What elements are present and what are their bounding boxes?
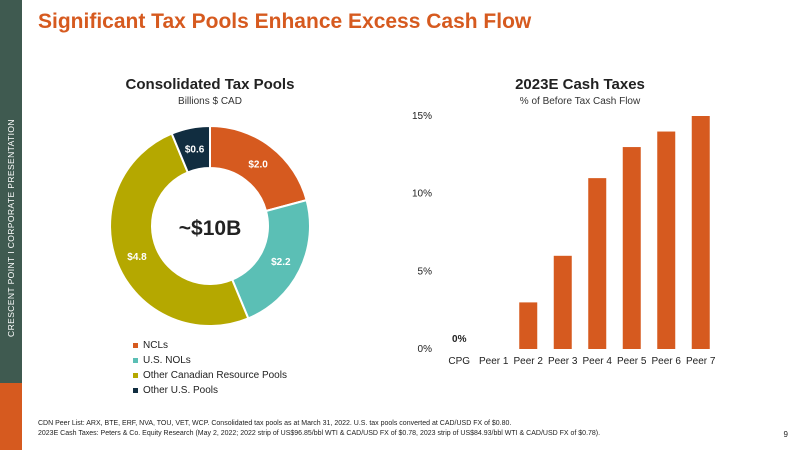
sidebar-text: CRESCENT POINT I CORPORATE PRESENTATION: [6, 119, 16, 337]
bar-peer-2: [519, 302, 538, 349]
donut-slice-other-canadian-resource-pools: [109, 132, 250, 327]
bar-chart: 0% 5% 10% 15% CPG Peer 1 Peer 2 Peer 3 Peer 4 Pe…: [412, 111, 716, 367]
x-tick-label: Peer 7: [686, 356, 716, 367]
footnote-peer-list: CDN Peer List: ARX, BTE, ERF, NVA, TOU, …: [38, 420, 512, 427]
donut-chart: $2.0 $2.2 $4.8 $0.6 ~$10B: [109, 124, 311, 327]
legend-item: NCLs: [133, 338, 287, 353]
donut-slice-label: $2.2: [271, 257, 291, 268]
y-tick-label: 15%: [412, 111, 432, 122]
bar-series: [519, 116, 710, 349]
donut-center-label: ~$10B: [179, 217, 241, 240]
legend-item: Other U.S. Pools: [133, 383, 287, 398]
y-tick-label: 0%: [418, 344, 433, 355]
x-tick-label: Peer 2: [514, 356, 544, 367]
legend-swatch: [133, 358, 138, 363]
donut-slices: [109, 124, 311, 327]
bar-peer-5: [622, 147, 641, 349]
bar-chart-title: 2023E Cash Taxes: [515, 76, 645, 93]
legend-swatch: [133, 373, 138, 378]
bar-data-labels: 0%: [452, 334, 467, 345]
donut-chart-subtitle: Billions $ CAD: [178, 96, 242, 107]
legend-item: Other Canadian Resource Pools: [133, 368, 287, 383]
page-title: Significant Tax Pools Enhance Excess Cas…: [38, 10, 532, 33]
legend-label: Other U.S. Pools: [143, 385, 219, 396]
donut-chart-title: Consolidated Tax Pools: [125, 76, 295, 93]
donut-slice-label: $0.6: [185, 145, 205, 156]
bar-peer-4: [588, 178, 607, 349]
x-tick-label: Peer 4: [583, 356, 613, 367]
bar-peer-3: [553, 255, 572, 349]
y-tick-label: 10%: [412, 189, 432, 200]
donut-slice-labels: $2.0 $2.2 $4.8 $0.6: [127, 145, 291, 268]
page-number: 9: [783, 430, 788, 439]
donut-legend: NCLs U.S. NOLs Other Canadian Resource Poo…: [133, 338, 287, 398]
x-tick-label: Peer 1: [479, 356, 509, 367]
legend-label: NCLs: [143, 340, 169, 351]
bar-data-label: 0%: [452, 334, 467, 345]
x-tick-label: Peer 3: [548, 356, 578, 367]
bar-y-axis: 0% 5% 10% 15%: [412, 111, 432, 355]
x-tick-label: Peer 6: [652, 356, 682, 367]
x-tick-label: Peer 5: [617, 356, 647, 367]
donut-slice-label: $4.8: [127, 252, 147, 263]
bar-chart-subtitle: % of Before Tax Cash Flow: [519, 96, 641, 107]
bar-peer-7: [691, 116, 710, 349]
legend-label: U.S. NOLs: [143, 355, 191, 366]
sidebar-band: [0, 0, 22, 450]
x-tick-label: CPG: [448, 356, 470, 367]
legend-label: Other Canadian Resource Pools: [143, 370, 287, 381]
donut-slice-label: $2.0: [248, 159, 268, 170]
legend-swatch: [133, 343, 138, 348]
legend-swatch: [133, 388, 138, 393]
legend-item: U.S. NOLs: [133, 353, 287, 368]
donut-slice-other-u-s-pools: [170, 124, 211, 174]
sidebar-accent-block: [0, 383, 22, 450]
bar-peer-6: [657, 131, 676, 349]
footnote-cash-taxes: 2023E Cash Taxes: Peters & Co. Equity Re…: [38, 430, 601, 437]
bar-x-axis: CPG Peer 1 Peer 2 Peer 3 Peer 4 Peer 5 Peer 6 P…: [448, 356, 716, 367]
y-tick-label: 5%: [418, 266, 433, 277]
